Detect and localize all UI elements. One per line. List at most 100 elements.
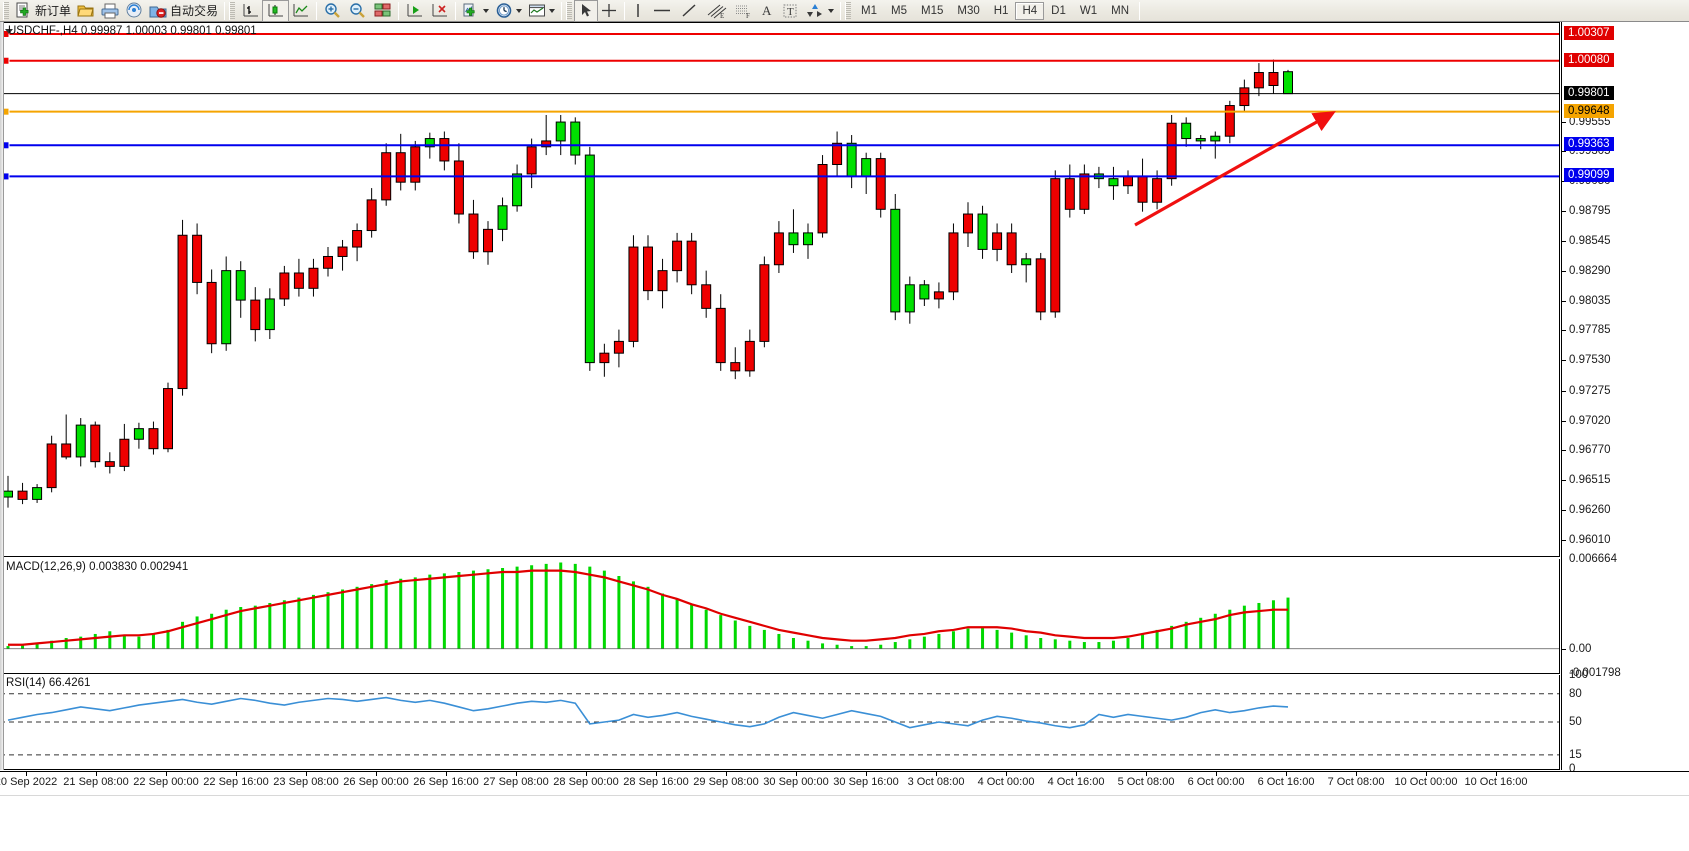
macd-tick-label: 0.00 <box>1569 642 1592 655</box>
time-tick-label: 30 Sep 16:00 <box>833 776 899 788</box>
svg-text:A: A <box>762 3 772 18</box>
auto-scroll-button[interactable] <box>402 1 427 21</box>
equidistant-channel-button[interactable]: E <box>702 1 730 21</box>
cursor-tool-button[interactable] <box>574 0 599 22</box>
horizontal-line-icon <box>651 2 673 19</box>
toolbar-separator-8 <box>1139 1 1140 20</box>
price-tick-label: 0.98290 <box>1569 264 1611 277</box>
timeframe-w1[interactable]: W1 <box>1079 4 1098 17</box>
add-indicator-button[interactable] <box>459 1 492 21</box>
indicator-plus-icon <box>462 2 480 19</box>
rsi-pane[interactable]: RSI(14) 66.4261 <box>0 675 1560 770</box>
trend-arrow-annotation[interactable] <box>0 23 1559 556</box>
vertical-line-button[interactable] <box>628 1 648 21</box>
arrow-shapes-icon <box>805 2 825 19</box>
candlestick-chart-button[interactable] <box>262 0 290 22</box>
price-tag-1-00080[interactable]: 1.00080 <box>1564 52 1614 67</box>
chart-container[interactable]: USDCHF-,H4 0.99987 1.00003 0.99801 0.998… <box>0 22 1689 851</box>
timeframe-m1[interactable]: M1 <box>861 4 878 17</box>
timeframe-grip[interactable] <box>845 1 852 20</box>
arrows-dropdown-caret[interactable] <box>828 8 835 13</box>
time-tick <box>936 772 937 776</box>
time-tick-label: 6 Oct 16:00 <box>1257 776 1315 788</box>
fibonacci-icon: F <box>733 2 753 19</box>
timeframe-h1[interactable]: H1 <box>993 4 1009 17</box>
time-tick <box>1426 772 1427 776</box>
auto-scroll-icon <box>405 2 424 19</box>
indicator-dropdown-caret[interactable] <box>483 8 490 13</box>
symbol-dropdown-icon[interactable] <box>5 29 13 34</box>
time-tick-label: 28 Sep 00:00 <box>553 776 619 788</box>
timeframe-group: M1 M5 M15 M30 H1 H4 D1 W1 MN <box>854 1 1136 20</box>
new-order-icon <box>15 2 32 19</box>
time-tick-label: 7 Oct 08:00 <box>1327 776 1385 788</box>
data-window-button[interactable] <box>74 1 98 21</box>
time-scale[interactable]: 20 Sep 2022 21 Sep 08:00 22 Sep 00:00 22 Se… <box>0 771 1689 795</box>
tile-windows-button[interactable] <box>370 1 395 21</box>
bar-chart-button[interactable] <box>238 1 263 21</box>
time-tick-label: 10 Oct 16:00 <box>1464 776 1528 788</box>
timeframe-m5[interactable]: M5 <box>891 4 907 17</box>
text-tool-button[interactable]: A <box>756 1 778 21</box>
timeframe-h4[interactable]: H4 <box>1015 1 1045 20</box>
line-chart-button[interactable] <box>288 1 313 21</box>
bar-chart-icon <box>241 2 260 19</box>
time-tick-label: 27 Sep 08:00 <box>483 776 549 788</box>
text-label-button[interactable]: T <box>778 1 802 21</box>
price-tag-0-99648[interactable]: 0.99648 <box>1564 103 1614 118</box>
templates-button[interactable] <box>525 1 558 21</box>
drawing-tools-grip[interactable] <box>566 1 573 20</box>
timeframe-m30[interactable]: M30 <box>957 4 980 17</box>
zoom-in-button[interactable] <box>320 1 345 21</box>
zoom-out-button[interactable] <box>345 1 370 21</box>
crosshair-tool-button[interactable] <box>597 1 621 21</box>
price-tick-label: 0.98545 <box>1569 234 1611 247</box>
time-tick <box>1006 772 1007 776</box>
chart-shift-button[interactable] <box>427 1 452 21</box>
price-tick-label: 0.96010 <box>1569 533 1611 546</box>
bottom-strip <box>0 795 1689 851</box>
text-icon: A <box>759 2 775 19</box>
time-tick-label: 22 Sep 00:00 <box>133 776 199 788</box>
price-tick <box>1562 420 1566 422</box>
svg-text:E: E <box>720 12 724 19</box>
horizontal-line-button[interactable] <box>648 1 676 21</box>
period-button[interactable] <box>492 1 525 21</box>
price-tick <box>1562 480 1566 482</box>
auto-trading-button[interactable]: 自动交易 <box>146 1 221 21</box>
toolbar-grip[interactable] <box>3 1 9 20</box>
timeframe-m15[interactable]: M15 <box>921 4 944 17</box>
price-tag-0-99801[interactable]: 0.99801 <box>1564 85 1614 100</box>
timeframe-mn[interactable]: MN <box>1111 4 1129 17</box>
macd-tick-label: -0.001798 <box>1569 667 1621 679</box>
price-tag-1-00307[interactable]: 1.00307 <box>1564 25 1614 40</box>
market-watch-button[interactable] <box>122 1 146 21</box>
macd-pane[interactable]: MACD(12,26,9) 0.003830 0.002941 <box>0 559 1560 674</box>
timeframe-d1[interactable]: D1 <box>1051 4 1066 17</box>
trendline-button[interactable] <box>676 1 702 21</box>
price-tag-0-99363[interactable]: 0.99363 <box>1564 137 1614 152</box>
templates-dropdown-caret[interactable] <box>549 8 556 13</box>
period-dropdown-caret[interactable] <box>516 8 523 13</box>
arrows-button[interactable] <box>802 1 837 21</box>
auto-trading-label: 自动交易 <box>170 4 219 18</box>
strategy-tester-button[interactable] <box>98 1 122 21</box>
price-tick-label: 0.98795 <box>1569 205 1611 218</box>
fibonacci-button[interactable]: F <box>730 1 756 21</box>
price-pane[interactable]: USDCHF-,H4 0.99987 1.00003 0.99801 0.998… <box>0 22 1560 557</box>
chart-tools-grip[interactable] <box>229 1 236 20</box>
price-tag-0-99099[interactable]: 0.99099 <box>1564 168 1614 183</box>
rsi-label: RSI(14) 66.4261 <box>6 677 91 689</box>
price-tick-label: 0.97020 <box>1569 414 1611 427</box>
toolbar-separator <box>224 1 226 20</box>
price-scale[interactable]: 0.995550.993050.990500.987950.985450.982… <box>1561 22 1689 775</box>
time-tick <box>1216 772 1217 776</box>
left-scale-rail <box>0 22 4 770</box>
time-tick-label: 23 Sep 08:00 <box>273 776 339 788</box>
new-order-button[interactable]: 新订单 <box>12 1 74 21</box>
price-tick <box>1562 450 1566 452</box>
time-tick-label: 26 Sep 16:00 <box>413 776 479 788</box>
time-tick <box>586 772 587 776</box>
time-tick-label: 4 Oct 16:00 <box>1047 776 1105 788</box>
level-lines-layer[interactable] <box>0 23 1559 556</box>
